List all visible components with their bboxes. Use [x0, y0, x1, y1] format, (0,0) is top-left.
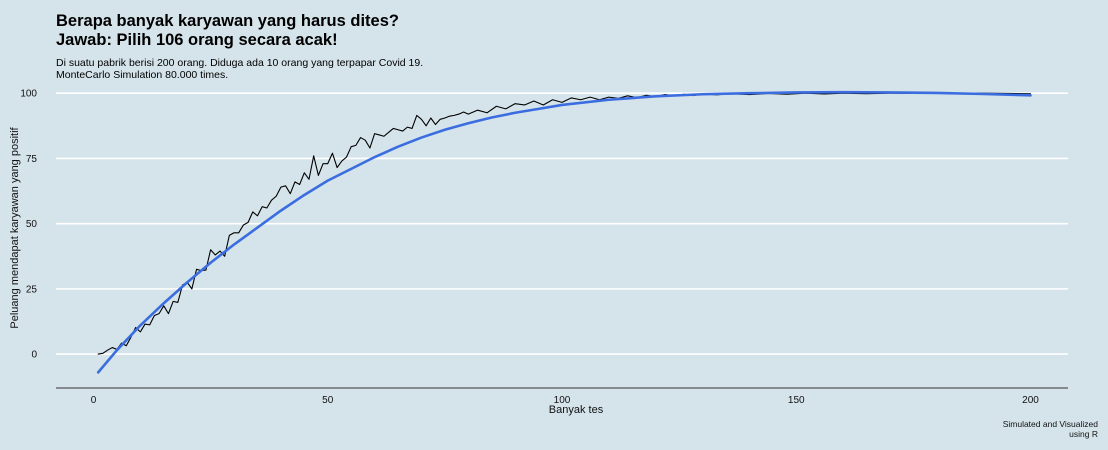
- series-group: [96, 90, 1032, 374]
- series-simulated-line: [97, 92, 1032, 355]
- y-tick-label: 0: [31, 350, 37, 361]
- y-tick-label: 25: [26, 284, 38, 295]
- y-axis-label: Peluang mendapat karyawan yang positif: [9, 126, 21, 328]
- grid-lines: [56, 92, 1068, 355]
- chart-title-line1: Berapa banyak karyawan yang harus dites?: [56, 12, 399, 30]
- caption-line2: using R: [1069, 429, 1098, 439]
- chart-title-line2: Jawab: Pilih 106 orang secara acak!: [56, 31, 338, 49]
- x-tick-label: 100: [554, 395, 571, 406]
- x-axis: 0 50 100 150 200: [91, 395, 1040, 406]
- chart-subtitle-line1: Di suatu pabrik berisi 200 orang. Diduga…: [56, 57, 423, 69]
- y-tick-label: 100: [20, 89, 37, 100]
- y-tick-label: 50: [26, 219, 38, 230]
- y-axis: 0 25 50 75 100: [20, 89, 37, 361]
- x-tick-label: 200: [1022, 395, 1039, 406]
- x-tick-label: 50: [322, 395, 334, 406]
- x-tick-label: 150: [788, 395, 805, 406]
- x-axis-label: Banyak tes: [549, 404, 604, 416]
- caption-line1: Simulated and Visualized: [1003, 419, 1099, 429]
- y-tick-label: 75: [26, 154, 38, 165]
- series-smooth-line: [96, 90, 1032, 374]
- x-tick-label: 0: [91, 395, 97, 406]
- chart-subtitle-line2: MonteCarlo Simulation 80.000 times.: [56, 69, 228, 81]
